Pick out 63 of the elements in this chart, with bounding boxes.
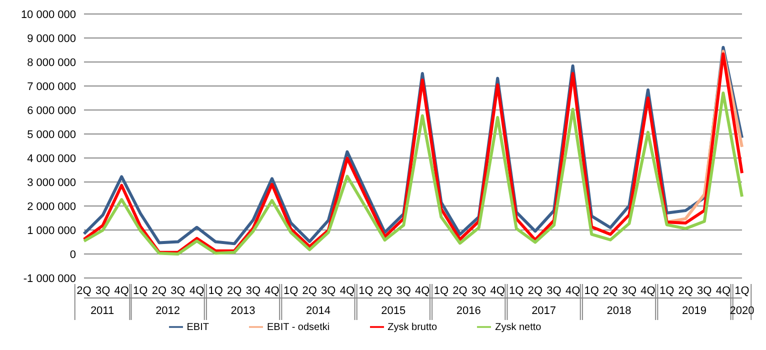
x-tick-label: 4Q xyxy=(640,284,656,297)
x-tick-label: 1Q xyxy=(734,284,750,297)
text: 2014 xyxy=(306,305,330,317)
y-tick-label: 2 000 000 xyxy=(27,200,76,213)
x-tick-label: 3Q xyxy=(95,284,111,297)
y-tick-label: 7 000 000 xyxy=(27,80,76,93)
x-tick-label: 1Q xyxy=(659,284,675,297)
x-tick-label: 1Q xyxy=(434,284,449,297)
x-tick-label: 3Q xyxy=(321,284,336,297)
x-tick-label: 1Q xyxy=(283,284,299,297)
y-tick-label: 10 000 000 xyxy=(20,8,76,21)
x-tick-label: 3Q xyxy=(697,284,712,297)
x-tick-label: 2Q xyxy=(452,284,468,297)
text: 2011 xyxy=(90,305,114,317)
text: 2019 xyxy=(682,305,706,317)
y-tick-label: 5 000 000 xyxy=(27,128,76,141)
y-tick-label: 9 000 000 xyxy=(27,32,76,45)
x-tick-label: 3Q xyxy=(170,284,186,297)
x-tick-label: 1Q xyxy=(208,284,224,297)
x-tick-label: 2Q xyxy=(603,284,618,297)
x-tick-label: 3Q xyxy=(396,284,412,297)
x-tick-label: 1Q xyxy=(509,284,524,297)
legend-label: Zysk brutto xyxy=(388,322,438,333)
x-tick-label: 1Q xyxy=(133,284,148,297)
text: 2020 xyxy=(730,305,754,317)
x-tick-label: 4Q xyxy=(490,284,506,297)
legend-label: Zysk netto xyxy=(495,322,542,333)
x-tick-label: 4Q xyxy=(565,284,581,297)
x-tick-label: 4Q xyxy=(415,284,430,297)
y-tick-label: 3 000 000 xyxy=(27,176,76,189)
x-tick-label: 4Q xyxy=(189,284,205,297)
x-tick-label: 3Q xyxy=(246,284,261,297)
y-tick-label: 4 000 000 xyxy=(27,152,76,165)
x-tick-label: 2Q xyxy=(76,284,92,297)
legend-label: EBIT xyxy=(186,322,209,333)
x-tick-label: 2Q xyxy=(528,284,543,297)
y-tick-label: 6 000 000 xyxy=(27,104,76,117)
y-tick-label: 0 xyxy=(70,248,76,261)
y-tick-label: 1 000 000 xyxy=(27,224,76,237)
x-tick-label: 2Q xyxy=(678,284,694,297)
y-tick-label: -1 000 000 xyxy=(23,272,76,285)
x-tick-label: 3Q xyxy=(546,284,562,297)
text: 2016 xyxy=(456,305,481,317)
text: 2018 xyxy=(606,305,632,317)
x-tick-label: 4Q xyxy=(340,284,355,297)
x-tick-label: 4Q xyxy=(264,284,280,297)
text: 2017 xyxy=(532,305,556,317)
x-tick-label: 2Q xyxy=(377,284,393,297)
x-tick-label: 3Q xyxy=(471,284,487,297)
line-series xyxy=(82,91,744,256)
x-tick-label: 4Q xyxy=(716,284,731,297)
x-tick-label: 2Q xyxy=(227,284,242,297)
x-tick-label: 1Q xyxy=(584,284,600,297)
x-tick-label: 2Q xyxy=(302,284,318,297)
x-tick-label: 4Q xyxy=(114,284,130,297)
y-tick-label: 8 000 000 xyxy=(27,56,76,69)
x-tick-label: 3Q xyxy=(622,284,637,297)
x-tick-label: 1Q xyxy=(358,284,374,297)
text: 2013 xyxy=(230,305,256,317)
text: 2015 xyxy=(381,305,406,317)
legend-label: EBIT - odsetki xyxy=(267,322,330,333)
x-tick-label: 2Q xyxy=(152,284,167,297)
text: 2012 xyxy=(156,305,180,317)
